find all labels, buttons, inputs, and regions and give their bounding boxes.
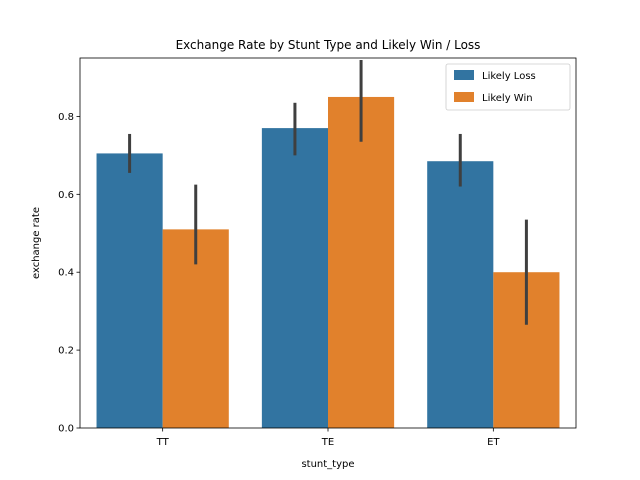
y-axis-label: exchange rate [31, 207, 42, 279]
x-tick-label: TT [156, 437, 170, 448]
errorbars-layer [128, 59, 528, 325]
x-tick-label: ET [487, 437, 500, 448]
y-tick-label: 0.2 [58, 346, 74, 357]
bar-likely-win-te [328, 96, 395, 429]
legend-box [445, 63, 571, 111]
y-tick-label: 0.8 [58, 112, 74, 123]
y-axis: 0.0 0.2 0.4 0.6 0.8 [58, 112, 80, 435]
y-tick-label: 0.4 [58, 268, 74, 279]
y-tick-label: 0.0 [58, 424, 74, 435]
chart-title: Exchange Rate by Stunt Type and Likely W… [176, 38, 481, 52]
legend-swatch-likely-loss [454, 70, 474, 80]
bar-likely-loss-et [427, 161, 494, 429]
legend-swatch-likely-win [454, 92, 474, 102]
bars-layer [96, 96, 560, 429]
legend-label-likely-win: Likely Win [482, 93, 533, 104]
y-tick-label: 0.6 [58, 190, 74, 201]
bar-likely-loss-te [261, 128, 328, 428]
x-axis-label: stunt_type [301, 459, 354, 470]
bar-likely-loss-tt [96, 153, 163, 428]
x-tick-label: TE [321, 437, 334, 448]
legend: Likely Loss Likely Win [445, 63, 571, 111]
x-axis: TT TE ET [156, 428, 500, 448]
legend-label-likely-loss: Likely Loss [482, 71, 536, 82]
